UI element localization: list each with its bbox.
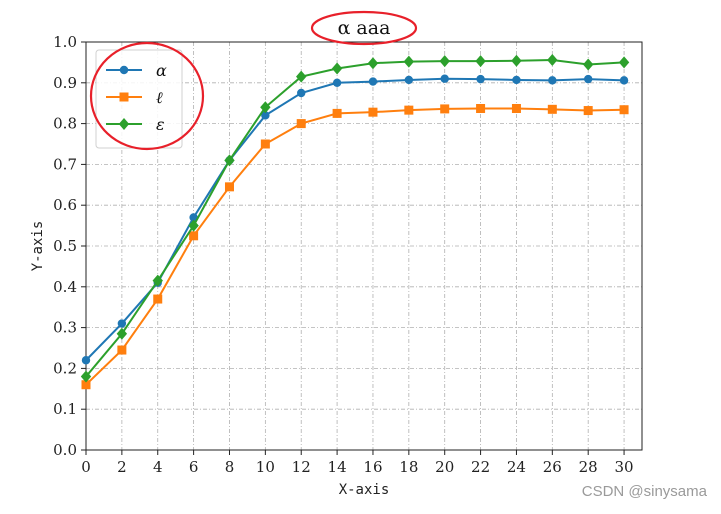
- x-tick-label: 12: [292, 458, 311, 476]
- data-point: [117, 319, 127, 328]
- y-tick-label: 0.7: [53, 155, 77, 173]
- y-axis-ticks: 0.0 0.1 0.2 0.3 0.4 0.5 0.6 0.7 0.8 0.9 1.0: [53, 33, 86, 459]
- x-tick-label: 4: [153, 458, 163, 476]
- y-tick-label: 0.2: [53, 359, 77, 377]
- data-point: [224, 182, 234, 192]
- series-layer: [80, 53, 630, 390]
- series-line: [85, 58, 625, 378]
- legend-label: ε: [156, 115, 165, 134]
- data-point: [332, 108, 342, 118]
- y-tick-label: 1.0: [53, 33, 77, 51]
- x-tick-label: 18: [399, 458, 418, 476]
- x-tick-label: 20: [435, 458, 454, 476]
- data-point: [296, 70, 307, 83]
- chart-title: α aaa: [338, 17, 391, 39]
- data-point: [368, 77, 378, 86]
- data-point: [583, 74, 593, 84]
- data-point: [81, 356, 91, 365]
- data-point: [260, 139, 270, 149]
- data-point: [512, 75, 521, 85]
- y-axis-label: Y-axis: [30, 221, 46, 272]
- data-point: [116, 327, 128, 340]
- x-axis-ticks: 0 2 4 6 8 10 12 14 16 18 20 22 24 26 28 30: [81, 450, 634, 476]
- data-point: [548, 76, 557, 85]
- data-point: [475, 55, 486, 68]
- legend-marker: [119, 65, 129, 75]
- data-point: [188, 219, 199, 232]
- x-tick-label: 10: [256, 458, 275, 476]
- data-point: [403, 55, 415, 68]
- legend-label: ℓ: [156, 88, 163, 107]
- data-point: [296, 119, 306, 129]
- x-tick-label: 8: [225, 458, 235, 476]
- series-line: [85, 77, 625, 361]
- legend-marker: [119, 92, 129, 102]
- data-point: [476, 74, 485, 84]
- x-axis-label: X-axis: [339, 482, 390, 498]
- y-tick-label: 0.0: [53, 441, 77, 459]
- data-point: [619, 105, 629, 115]
- legend-box: [95, 49, 183, 149]
- data-point: [368, 107, 378, 117]
- legend-label: α: [156, 61, 167, 80]
- legend-marker: [118, 118, 130, 130]
- data-point: [582, 58, 594, 71]
- x-tick-label: 28: [579, 458, 598, 476]
- data-point: [367, 57, 379, 70]
- data-point: [260, 101, 271, 114]
- legend-annotation-circle: [89, 41, 205, 151]
- data-point: [404, 105, 414, 115]
- data-point: [547, 53, 558, 66]
- data-point: [80, 370, 92, 383]
- data-point: [297, 88, 306, 98]
- data-point: [439, 55, 450, 68]
- legend: αℓε: [89, 41, 205, 151]
- y-tick-label: 0.9: [53, 74, 77, 92]
- x-tick-label: 6: [189, 458, 199, 476]
- data-point: [618, 56, 630, 69]
- data-point: [261, 111, 270, 120]
- x-tick-label: 30: [615, 458, 634, 476]
- title-annotation-circle: [310, 10, 418, 46]
- data-point: [547, 104, 557, 114]
- x-tick-label: 24: [507, 458, 526, 476]
- x-tick-label: 2: [117, 458, 127, 476]
- data-point: [153, 294, 163, 304]
- x-tick-label: 14: [328, 458, 347, 476]
- y-tick-label: 0.3: [53, 319, 77, 337]
- data-point: [81, 380, 91, 390]
- data-point: [189, 213, 198, 222]
- data-point: [117, 345, 127, 355]
- data-point: [511, 54, 522, 67]
- watermark: CSDN @sinysama: [581, 483, 707, 500]
- series-2: [80, 53, 630, 383]
- y-tick-label: 0.1: [53, 400, 77, 418]
- data-point: [619, 76, 629, 85]
- y-tick-label: 0.5: [53, 237, 77, 255]
- data-point: [331, 62, 343, 75]
- x-tick-label: 22: [471, 458, 490, 476]
- data-point: [440, 104, 450, 114]
- data-point: [189, 231, 199, 241]
- y-tick-label: 0.4: [53, 278, 77, 296]
- x-tick-label: 0: [81, 458, 91, 476]
- x-tick-label: 16: [363, 458, 382, 476]
- y-tick-label: 0.8: [53, 115, 77, 133]
- y-tick-label: 0.6: [53, 196, 77, 214]
- x-tick-label: 26: [543, 458, 562, 476]
- series-1: [81, 104, 629, 390]
- data-point: [152, 274, 163, 287]
- data-point: [476, 104, 486, 114]
- data-point: [440, 74, 449, 83]
- data-point: [224, 154, 235, 167]
- data-point: [404, 75, 414, 85]
- data-point: [332, 78, 342, 88]
- data-point: [583, 106, 593, 116]
- data-point: [511, 104, 521, 114]
- series-line: [85, 107, 625, 386]
